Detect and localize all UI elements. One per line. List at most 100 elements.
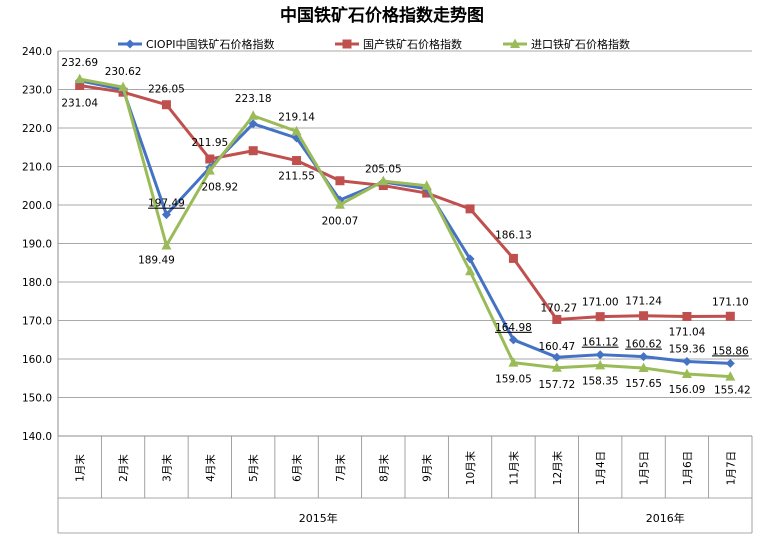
- data-point: [465, 265, 476, 276]
- legend-label: 进口铁矿石价格指数: [531, 37, 630, 51]
- y-tick-label: 240.0: [22, 46, 52, 58]
- data-label: 200.07: [322, 216, 359, 228]
- data-label: 205.05: [365, 164, 402, 176]
- data-point: [161, 239, 172, 250]
- data-label: 160.47: [538, 341, 575, 353]
- data-point: [508, 357, 519, 367]
- data-label: 171.10: [712, 296, 749, 308]
- x-tick-label: 10月末: [464, 450, 477, 485]
- data-label: 231.04: [61, 97, 98, 109]
- x-tick-label: 1月7日: [725, 451, 737, 485]
- series-layer: [74, 73, 736, 381]
- data-label: 156.09: [669, 384, 706, 396]
- data-label: 160.62: [625, 339, 662, 351]
- data-label: 189.49: [138, 254, 175, 266]
- x-tick-label: 9月末: [421, 454, 434, 482]
- y-tick-label: 230.0: [22, 85, 52, 97]
- x-tick-label: 6月末: [291, 454, 304, 482]
- y-tick-label: 180.0: [22, 277, 52, 289]
- x-tick-label: 2月末: [117, 454, 130, 482]
- y-tick-label: 140.0: [22, 431, 52, 443]
- data-label: 171.00: [582, 297, 619, 309]
- data-label: 232.69: [61, 57, 98, 69]
- data-label: 211.95: [191, 137, 228, 149]
- y-tick-label: 160.0: [22, 354, 52, 366]
- data-label: 158.86: [712, 345, 749, 357]
- grid: [58, 50, 752, 437]
- data-point: [552, 352, 562, 362]
- data-point: [118, 81, 129, 92]
- data-label: 159.36: [669, 343, 706, 355]
- data-point: [334, 199, 345, 209]
- legend-item: CIOPI中国铁矿石价格指数: [118, 37, 274, 51]
- data-point: [161, 210, 171, 220]
- legend-marker: [342, 39, 352, 49]
- y-tick-label: 220.0: [22, 123, 52, 135]
- x-tick-label: 7月末: [334, 454, 347, 482]
- data-point: [465, 254, 475, 264]
- x-tick-label: 3月末: [160, 454, 173, 482]
- data-label: 219.14: [278, 111, 315, 123]
- data-label: 158.35: [582, 375, 619, 387]
- data-point: [595, 312, 605, 322]
- data-label: 230.62: [105, 66, 142, 78]
- legend-label: 国产铁矿石价格指数: [363, 37, 462, 51]
- data-point: [74, 73, 85, 84]
- data-point: [291, 125, 302, 136]
- legend-label: CIOPI中国铁矿石价格指数: [146, 37, 274, 51]
- data-point: [639, 352, 649, 362]
- x-group-label: 2015年: [299, 511, 338, 525]
- data-point: [638, 362, 649, 373]
- series-line: [79, 77, 731, 379]
- x-tick-label: 4月末: [204, 454, 217, 482]
- series-line: [79, 84, 731, 321]
- data-label: 159.05: [495, 374, 532, 386]
- x-tick-label: 5月末: [247, 454, 260, 482]
- data-point: [248, 110, 259, 120]
- data-label: 171.24: [625, 296, 662, 308]
- x-group-label: 2016年: [646, 511, 685, 525]
- data-point: [725, 371, 736, 381]
- data-point: [161, 100, 171, 110]
- legend-marker: [510, 38, 520, 48]
- data-label: 223.18: [235, 93, 272, 105]
- data-label: 170.27: [540, 302, 577, 314]
- data-point: [205, 154, 215, 164]
- data-point: [725, 311, 735, 321]
- x-tick-label: 1月末: [74, 454, 87, 482]
- x-tick-label: 1月5日: [639, 451, 651, 485]
- data-label: 155.42: [714, 385, 751, 397]
- chart-title: 中国铁矿石价格指数走势图: [280, 5, 484, 26]
- data-point: [595, 359, 606, 370]
- data-point: [595, 350, 605, 360]
- x-tick-label: 11月末: [507, 450, 520, 485]
- legend-marker: [125, 39, 135, 49]
- data-point: [508, 335, 518, 345]
- data-label: 197.49: [148, 198, 185, 210]
- data-label: 164.98: [495, 322, 532, 334]
- data-point: [508, 253, 518, 263]
- data-label: 208.92: [201, 182, 238, 194]
- x-tick-label: 8月末: [377, 454, 390, 482]
- legend-item: 进口铁矿石价格指数: [503, 37, 630, 51]
- data-label: 157.72: [538, 379, 575, 391]
- data-point: [378, 175, 389, 186]
- data-point: [292, 156, 302, 166]
- data-point: [75, 80, 85, 90]
- data-point: [248, 146, 258, 156]
- data-point: [421, 180, 432, 190]
- data-point: [682, 311, 692, 321]
- data-label: 161.12: [582, 337, 619, 349]
- data-labels: 197.49 164.98 160.47 161.12 160.62 159.36 158.…: [61, 57, 750, 396]
- data-point: [552, 314, 562, 324]
- data-point: [465, 204, 475, 214]
- data-point: [335, 176, 345, 186]
- data-point: [551, 362, 562, 372]
- series-triangle: [74, 73, 736, 381]
- data-label: 211.55: [278, 171, 315, 183]
- x-tick-label: 1月6日: [682, 451, 694, 485]
- legend-item: 国产铁矿石价格指数: [335, 37, 462, 51]
- x-tick-label: 12月末: [551, 450, 564, 485]
- data-point: [248, 119, 258, 129]
- data-label: 157.65: [625, 378, 662, 390]
